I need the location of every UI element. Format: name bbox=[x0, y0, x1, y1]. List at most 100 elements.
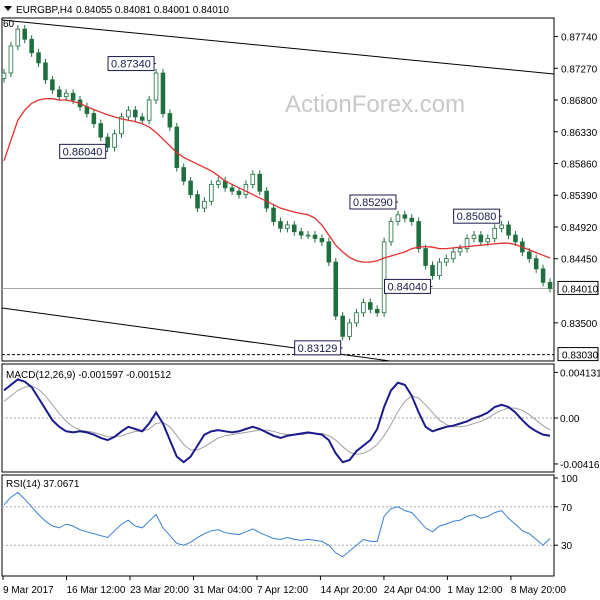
price-candle bbox=[98, 119, 104, 142]
price-candle bbox=[8, 41, 14, 78]
price-candle bbox=[312, 231, 318, 243]
dropdown-triangle-icon[interactable] bbox=[4, 6, 12, 11]
time-tick-label: 24 Apr 04:00 bbox=[384, 585, 441, 596]
price-candle bbox=[209, 180, 214, 206]
price-candle bbox=[374, 305, 380, 317]
price-candle bbox=[236, 187, 242, 199]
price-layer: 0.87340 0.86040 0.85290 0.85080 0.84040 0.831… bbox=[1, 25, 554, 356]
price-candle bbox=[271, 204, 276, 226]
macd-tick-label: 0.004131 bbox=[560, 368, 600, 379]
price-tick-label: 0.86800 bbox=[561, 96, 598, 107]
price-tick-label: 0.85860 bbox=[561, 160, 598, 171]
price-tick-label: 0.85390 bbox=[561, 191, 598, 202]
time-tick-label: 23 Mar 20:00 bbox=[130, 585, 189, 596]
price-annotation: 0.85290 bbox=[349, 194, 398, 210]
rsi-title: RSI(14) 37.0671 bbox=[6, 479, 80, 490]
price-candle bbox=[402, 210, 408, 223]
price-annotation: 0.84040 bbox=[384, 278, 433, 294]
price-candle bbox=[126, 106, 131, 121]
price-candle bbox=[243, 180, 249, 199]
macd-layer bbox=[2, 378, 554, 464]
price-tick-label: 0.86330 bbox=[561, 128, 598, 139]
rsi-layer bbox=[2, 491, 554, 558]
rsi-tick-label: 30 bbox=[561, 541, 573, 552]
price-candle bbox=[471, 231, 477, 243]
price-candle bbox=[450, 247, 456, 263]
price-candle bbox=[119, 112, 124, 138]
price-candle bbox=[257, 170, 262, 196]
rsi-line bbox=[3, 491, 551, 558]
price-panel-frame bbox=[1, 17, 555, 362]
chart-ohlc: 0.84055 0.84081 0.84001 0.84010 bbox=[76, 5, 229, 16]
price-candle bbox=[430, 261, 435, 280]
price-candle bbox=[326, 237, 332, 267]
axis-layer: 0.87740 0.87270 0.86800 0.86330 0.85860 0.853… bbox=[2, 33, 600, 596]
current-price-tag: 0.84010 bbox=[557, 280, 599, 295]
price-tick-label: 0.84450 bbox=[561, 255, 598, 266]
price-candle bbox=[395, 210, 401, 226]
price-candle bbox=[22, 25, 28, 44]
price-candle bbox=[533, 254, 539, 273]
price-candle bbox=[202, 197, 207, 213]
price-candle bbox=[146, 95, 152, 125]
price-candle bbox=[547, 278, 553, 293]
price-candle bbox=[361, 298, 366, 317]
rsi-tick-label: 70 bbox=[561, 503, 573, 514]
price-annotation: 0.85080 bbox=[453, 208, 502, 224]
price-candle bbox=[57, 85, 62, 101]
price-candle bbox=[278, 217, 283, 233]
price-candle bbox=[409, 214, 415, 226]
price-candle bbox=[444, 254, 449, 267]
price-candle bbox=[423, 244, 428, 270]
macd-signal-line bbox=[3, 385, 551, 455]
price-tick-label: 0.87270 bbox=[561, 64, 598, 75]
price-candle bbox=[457, 244, 463, 257]
price-candle bbox=[174, 122, 180, 172]
time-tick-label: 7 Apr 12:00 bbox=[257, 585, 309, 596]
price-annotation: 0.87340 bbox=[107, 56, 157, 72]
price-candle bbox=[229, 183, 235, 196]
price-candle bbox=[540, 264, 546, 287]
time-tick-label: 1 May 12:00 bbox=[447, 585, 502, 596]
chart-symbol: EURGBP,H4 bbox=[16, 5, 73, 16]
price-candle bbox=[63, 89, 69, 101]
time-tick-label: 8 May 20:00 bbox=[511, 585, 566, 596]
svg-text:0.85290: 0.85290 bbox=[353, 197, 393, 209]
svg-text:0.83030: 0.83030 bbox=[562, 351, 599, 362]
price-candle bbox=[36, 48, 41, 67]
macd-tick-label: 0.00 bbox=[560, 414, 580, 425]
svg-text:0.84010: 0.84010 bbox=[562, 284, 599, 295]
price-candle bbox=[160, 68, 166, 118]
price-candle bbox=[319, 234, 325, 246]
price-candle bbox=[347, 318, 352, 341]
macd-tick-label: -0.004162 bbox=[560, 460, 600, 471]
price-candle bbox=[105, 133, 110, 152]
price-candle bbox=[50, 75, 55, 94]
price-annotation: 0.86040 bbox=[59, 143, 108, 159]
channel-upper-line bbox=[1, 19, 555, 75]
price-candle bbox=[91, 109, 97, 128]
price-candle bbox=[250, 170, 256, 189]
time-tick-label: 31 Mar 04:00 bbox=[193, 585, 252, 596]
time-tick-label: 14 Apr 20:00 bbox=[320, 585, 377, 596]
price-candle bbox=[340, 312, 345, 341]
price-candle bbox=[354, 308, 359, 327]
price-candle bbox=[188, 177, 193, 199]
price-candle bbox=[167, 109, 173, 132]
corner-label: 60 bbox=[3, 19, 15, 30]
ref-price-tag: 0.83030 bbox=[557, 347, 599, 362]
price-candle bbox=[388, 217, 394, 246]
price-candle bbox=[181, 163, 186, 186]
rsi-tick-label: 100 bbox=[561, 474, 578, 485]
svg-text:0.86040: 0.86040 bbox=[63, 146, 103, 158]
price-candle bbox=[513, 231, 518, 246]
price-candle bbox=[368, 298, 373, 314]
price-candle bbox=[112, 129, 117, 152]
price-candle bbox=[464, 234, 470, 253]
time-tick-label: 9 Mar 2017 bbox=[3, 585, 54, 596]
price-candle bbox=[298, 227, 304, 240]
price-candle bbox=[499, 220, 504, 233]
price-candle bbox=[215, 177, 221, 189]
price-candle bbox=[506, 220, 511, 240]
